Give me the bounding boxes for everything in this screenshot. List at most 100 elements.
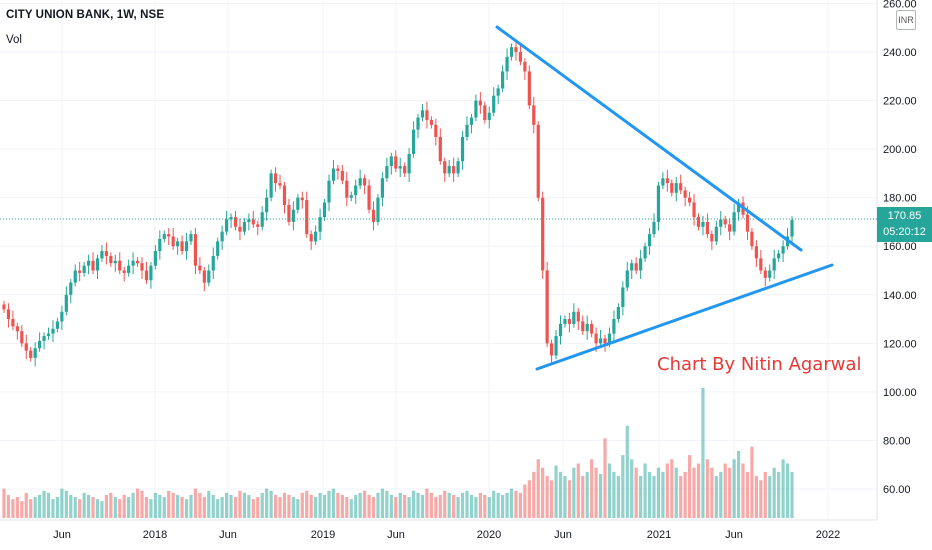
volume-bar bbox=[572, 467, 576, 518]
candle-body bbox=[647, 234, 652, 247]
volume-bar bbox=[429, 492, 433, 518]
volume-bar bbox=[425, 488, 429, 518]
volume-bar bbox=[109, 492, 113, 518]
candle-body bbox=[305, 200, 309, 235]
volume-bar bbox=[118, 499, 122, 518]
volume-bar bbox=[545, 476, 549, 518]
candle-body bbox=[447, 166, 451, 174]
trendlines bbox=[495, 25, 834, 371]
volume-bar bbox=[509, 488, 514, 518]
volume-bar bbox=[785, 463, 790, 518]
candle-body bbox=[33, 348, 37, 358]
volume-bar bbox=[51, 499, 55, 518]
volume-bar bbox=[590, 459, 594, 518]
candle-body bbox=[590, 323, 594, 334]
candle-body bbox=[291, 209, 295, 222]
volume-bar bbox=[621, 455, 625, 518]
volume-bar bbox=[260, 492, 264, 518]
volume-bar bbox=[728, 467, 732, 518]
volume-bar bbox=[207, 490, 211, 518]
price-tick-label: 260.00 bbox=[883, 0, 917, 10]
candle-body bbox=[501, 71, 505, 89]
volume-bar bbox=[24, 492, 28, 518]
candle-body bbox=[416, 117, 420, 130]
chart-grid bbox=[0, 0, 877, 520]
volume-bar bbox=[269, 490, 273, 518]
candle-body bbox=[661, 178, 665, 186]
volume-bar bbox=[478, 492, 482, 518]
candle-body bbox=[652, 221, 656, 235]
candle-body bbox=[581, 321, 585, 332]
volume-bar bbox=[558, 471, 563, 518]
candle-body bbox=[558, 323, 563, 337]
candle-body bbox=[683, 190, 687, 198]
volume-bar bbox=[273, 494, 278, 518]
price-tick-label: 160.00 bbox=[883, 241, 917, 253]
bar-countdown: 05:20:12 bbox=[883, 226, 926, 238]
candle-body bbox=[469, 117, 474, 125]
candle-body bbox=[532, 105, 536, 125]
volume-bar bbox=[567, 480, 572, 518]
candle-body bbox=[460, 136, 465, 162]
candle-body bbox=[612, 319, 616, 334]
candle-body bbox=[487, 112, 491, 120]
volume-bar bbox=[38, 494, 42, 518]
watermark-text: Chart By Nitin Agarwal bbox=[657, 354, 862, 375]
candle-body bbox=[354, 185, 358, 196]
candle-body bbox=[452, 166, 456, 174]
candle-body bbox=[674, 183, 678, 193]
candle-body bbox=[42, 336, 46, 341]
candle-body bbox=[193, 234, 198, 266]
volume-bar bbox=[233, 497, 238, 518]
volume-bar bbox=[15, 497, 19, 518]
volume-bar bbox=[189, 494, 193, 518]
volume-bar bbox=[416, 492, 420, 518]
candle-body bbox=[665, 178, 669, 184]
volume-bar bbox=[318, 492, 322, 518]
volume-bar bbox=[11, 499, 15, 518]
price-axis: 60.00 80.00 100.00 120.00 140.00 160.00 180.00… bbox=[883, 0, 917, 496]
volume-bar bbox=[772, 467, 776, 518]
candle-body bbox=[327, 180, 331, 203]
price-tick-label: 100.00 bbox=[883, 387, 917, 399]
candle-body bbox=[398, 166, 402, 169]
volume-bar bbox=[469, 494, 474, 518]
currency-badge[interactable]: INR bbox=[896, 10, 916, 30]
time-tick-label: Jun bbox=[387, 529, 405, 541]
volume-bar bbox=[527, 480, 531, 518]
volume-bar bbox=[78, 499, 82, 518]
volume-bar bbox=[456, 497, 460, 518]
time-tick-label: Jun bbox=[554, 529, 572, 541]
volume-bar bbox=[688, 455, 692, 518]
volume-bar bbox=[630, 459, 634, 518]
volume-bar bbox=[140, 490, 144, 518]
candle-body bbox=[607, 333, 612, 344]
volume-bar bbox=[523, 484, 527, 518]
volume-indicator-label[interactable]: Vol bbox=[6, 34, 22, 46]
price-tick-label: 180.00 bbox=[883, 193, 917, 205]
volume-bar bbox=[501, 494, 505, 518]
volume-bar bbox=[331, 488, 336, 518]
candle-body bbox=[723, 219, 727, 225]
candle-body bbox=[443, 161, 447, 174]
volume-bar bbox=[305, 490, 309, 518]
candle-body bbox=[247, 219, 251, 222]
volume-bar bbox=[278, 497, 282, 518]
volume-bar bbox=[363, 490, 367, 518]
volume-bar bbox=[394, 497, 398, 518]
volume-bars bbox=[2, 388, 794, 518]
candle-body bbox=[20, 331, 24, 344]
volume-bar bbox=[732, 459, 736, 518]
volume-bar bbox=[705, 459, 710, 518]
candle-body bbox=[389, 156, 393, 167]
volume-bar bbox=[438, 494, 442, 518]
volume-bar bbox=[398, 492, 402, 518]
volume-bar bbox=[82, 492, 86, 518]
candle-body bbox=[220, 231, 224, 242]
candle-body bbox=[385, 166, 389, 179]
symbol-title: CITY UNION BANK, 1W, NSE bbox=[6, 9, 165, 21]
candle-body bbox=[233, 217, 238, 227]
candle-body bbox=[345, 180, 349, 198]
